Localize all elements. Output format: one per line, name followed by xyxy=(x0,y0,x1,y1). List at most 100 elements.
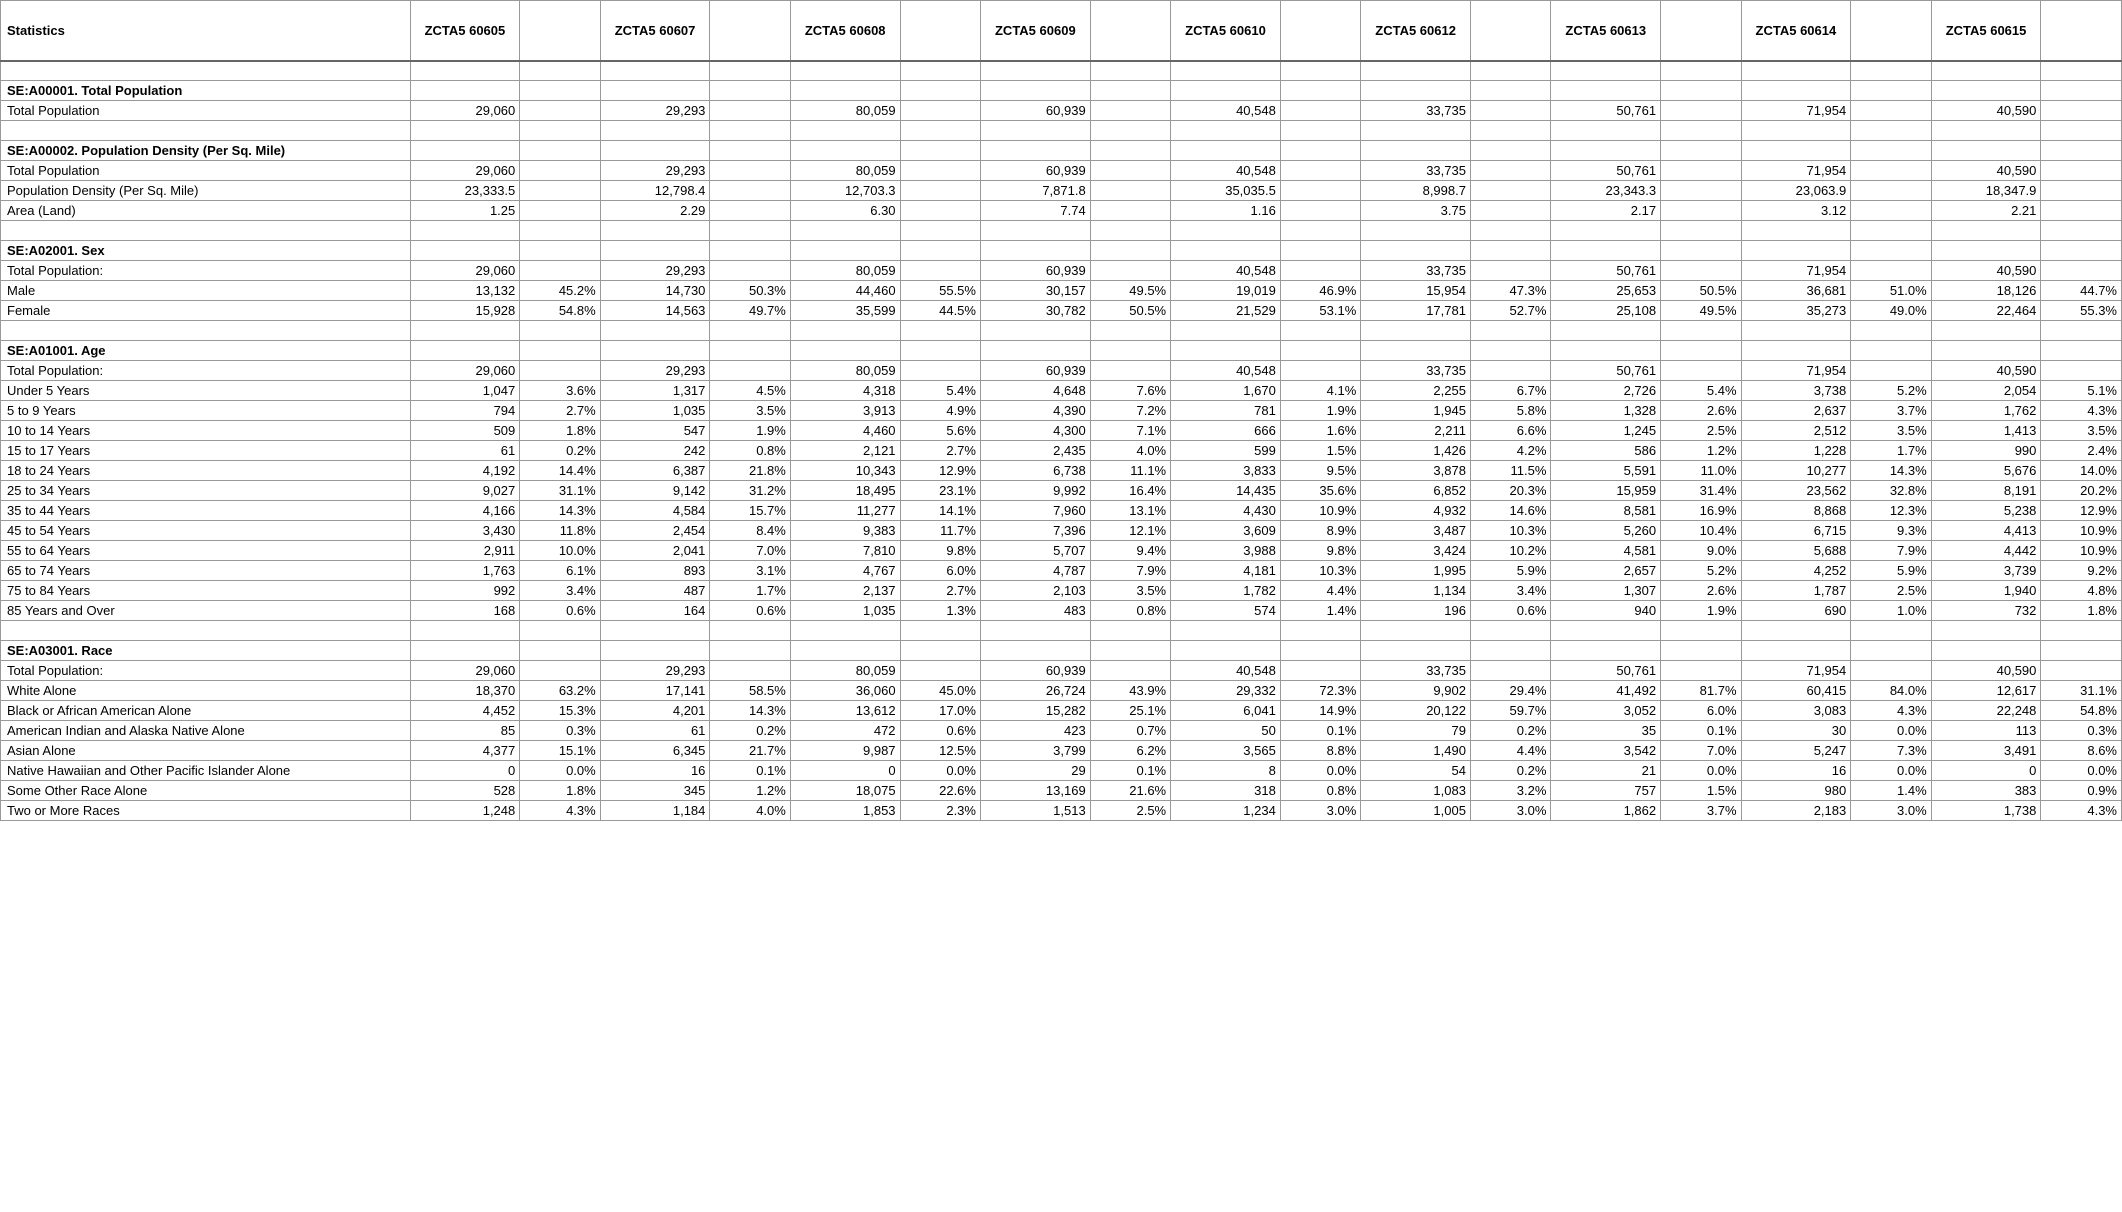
row-label: Native Hawaiian and Other Pacific Island… xyxy=(1,761,411,781)
cell-pct: 1.4% xyxy=(1851,781,1931,801)
cell-value: 4,430 xyxy=(1171,501,1281,521)
cell-pct: 5.6% xyxy=(900,421,980,441)
header-zcta: ZCTA5 60608 xyxy=(790,1,900,61)
cell-pct: 6.7% xyxy=(1470,381,1550,401)
cell-value: 383 xyxy=(1931,781,2041,801)
cell-pct: 6.2% xyxy=(1090,741,1170,761)
row-label: Area (Land) xyxy=(1,201,411,221)
cell-pct: 10.9% xyxy=(2041,521,2122,541)
cell-value: 1,995 xyxy=(1361,561,1471,581)
cell-pct: 4.8% xyxy=(2041,581,2122,601)
cell-pct xyxy=(1661,181,1741,201)
cell-value: 80,059 xyxy=(790,661,900,681)
cell-pct: 5.9% xyxy=(1470,561,1550,581)
header-zcta-pct xyxy=(900,1,980,61)
cell-value: 483 xyxy=(980,601,1090,621)
cell-value: 8,581 xyxy=(1551,501,1661,521)
cell-value: 1,248 xyxy=(410,801,520,821)
cell-pct: 10.4% xyxy=(1661,521,1741,541)
cell-value: 8,868 xyxy=(1741,501,1851,521)
cell-value: 1,413 xyxy=(1931,421,2041,441)
cell-value: 14,435 xyxy=(1171,481,1281,501)
cell-pct: 4.9% xyxy=(900,401,980,421)
table-header: StatisticsZCTA5 60605ZCTA5 60607ZCTA5 60… xyxy=(1,1,2122,61)
cell-value: 3,542 xyxy=(1551,741,1661,761)
header-zcta: ZCTA5 60612 xyxy=(1361,1,1471,61)
cell-value: 1,083 xyxy=(1361,781,1471,801)
cell-pct: 0.9% xyxy=(2041,781,2122,801)
cell-pct: 0.6% xyxy=(900,721,980,741)
cell-value: 9,027 xyxy=(410,481,520,501)
cell-value: 7,810 xyxy=(790,541,900,561)
row-label: 5 to 9 Years xyxy=(1,401,411,421)
cell-pct: 0.3% xyxy=(520,721,600,741)
cell-pct: 49.5% xyxy=(1661,301,1741,321)
cell-pct: 5.1% xyxy=(2041,381,2122,401)
cell-pct: 12.9% xyxy=(900,461,980,481)
cell-value: 29,293 xyxy=(600,161,710,181)
cell-pct: 15.7% xyxy=(710,501,790,521)
cell-pct: 25.1% xyxy=(1090,701,1170,721)
cell-value: 71,954 xyxy=(1741,101,1851,121)
row-label: White Alone xyxy=(1,681,411,701)
cell-pct: 4.0% xyxy=(710,801,790,821)
row-label: 75 to 84 Years xyxy=(1,581,411,601)
cell-value: 71,954 xyxy=(1741,261,1851,281)
row-label: Total Population: xyxy=(1,661,411,681)
cell-value: 60,939 xyxy=(980,101,1090,121)
cell-value: 23,333.5 xyxy=(410,181,520,201)
cell-value: 7,960 xyxy=(980,501,1090,521)
cell-pct xyxy=(1661,261,1741,281)
cell-value: 5,260 xyxy=(1551,521,1661,541)
cell-value: 1,940 xyxy=(1931,581,2041,601)
cell-pct xyxy=(1090,361,1170,381)
cell-pct xyxy=(2041,101,2122,121)
cell-value: 423 xyxy=(980,721,1090,741)
section-title: SE:A00002. Population Density (Per Sq. M… xyxy=(1,141,411,161)
cell-value: 0 xyxy=(410,761,520,781)
header-zcta: ZCTA5 60615 xyxy=(1931,1,2041,61)
cell-pct xyxy=(710,101,790,121)
cell-value: 29,293 xyxy=(600,361,710,381)
cell-pct: 14.0% xyxy=(2041,461,2122,481)
cell-pct: 4.0% xyxy=(1090,441,1170,461)
cell-pct: 9.8% xyxy=(1280,541,1360,561)
cell-value: 1,762 xyxy=(1931,401,2041,421)
cell-value: 2.17 xyxy=(1551,201,1661,221)
cell-value: 3,739 xyxy=(1931,561,2041,581)
row-label: Total Population xyxy=(1,101,411,121)
cell-value: 3,738 xyxy=(1741,381,1851,401)
cell-value: 980 xyxy=(1741,781,1851,801)
cell-value: 29,293 xyxy=(600,261,710,281)
row-label: 18 to 24 Years xyxy=(1,461,411,481)
header-zcta-pct xyxy=(1661,1,1741,61)
cell-value: 85 xyxy=(410,721,520,741)
cell-value: 3,430 xyxy=(410,521,520,541)
cell-pct xyxy=(900,261,980,281)
row-label: Asian Alone xyxy=(1,741,411,761)
cell-value: 1,853 xyxy=(790,801,900,821)
cell-pct xyxy=(900,201,980,221)
cell-pct: 54.8% xyxy=(2041,701,2122,721)
cell-pct: 49.5% xyxy=(1090,281,1170,301)
cell-pct: 9.5% xyxy=(1280,461,1360,481)
cell-value: 3,833 xyxy=(1171,461,1281,481)
cell-value: 1,862 xyxy=(1551,801,1661,821)
cell-value: 196 xyxy=(1361,601,1471,621)
cell-pct xyxy=(1851,661,1931,681)
cell-value: 4,300 xyxy=(980,421,1090,441)
cell-value: 15,959 xyxy=(1551,481,1661,501)
cell-pct: 1.7% xyxy=(710,581,790,601)
cell-pct: 45.2% xyxy=(520,281,600,301)
cell-pct: 3.6% xyxy=(520,381,600,401)
cell-value: 2.29 xyxy=(600,201,710,221)
cell-pct: 0.0% xyxy=(1661,761,1741,781)
cell-value: 12,617 xyxy=(1931,681,2041,701)
cell-value: 40,590 xyxy=(1931,661,2041,681)
cell-pct: 35.6% xyxy=(1280,481,1360,501)
cell-value: 4,390 xyxy=(980,401,1090,421)
cell-value: 9,992 xyxy=(980,481,1090,501)
cell-pct: 2.6% xyxy=(1661,581,1741,601)
cell-value: 15,282 xyxy=(980,701,1090,721)
cell-pct: 3.0% xyxy=(1470,801,1550,821)
